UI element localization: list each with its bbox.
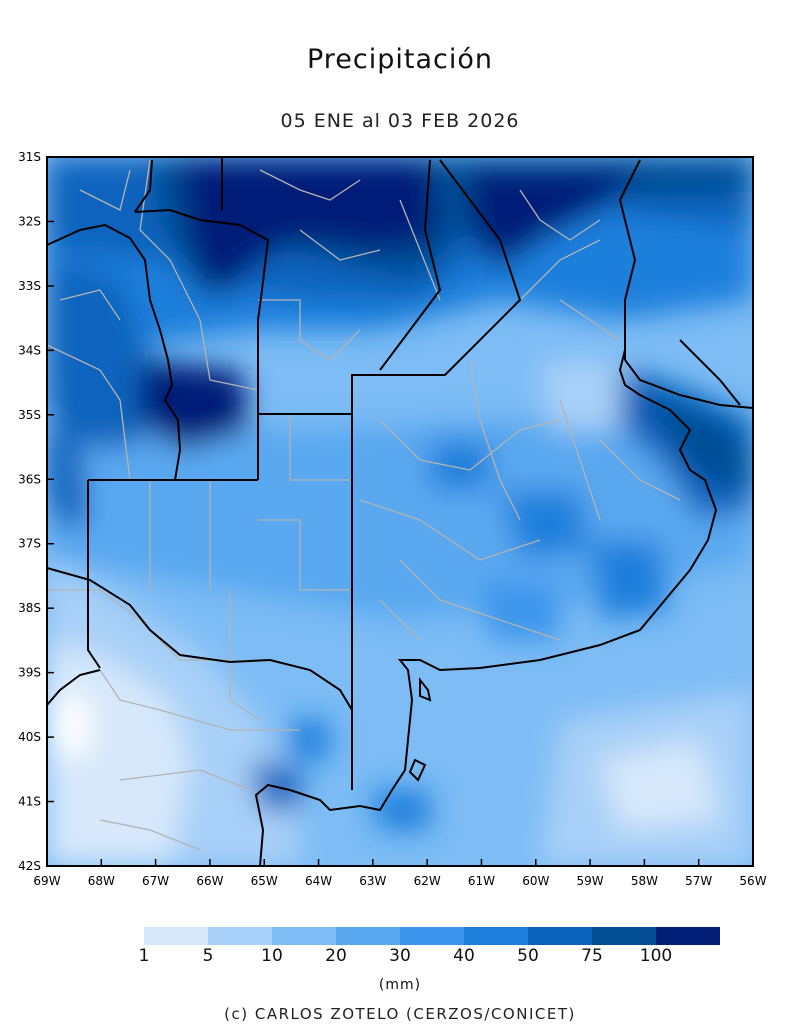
legend-label: 100: [639, 946, 673, 966]
date-range-subtitle: 05 ENE al 03 FEB 2026: [280, 110, 520, 132]
longitude-axis: 69W 68W 67W 66W 65W 64W 63W 62W 61W 60W 59W 58W 57W 5…: [33, 859, 767, 888]
legend-swatch: [528, 927, 592, 945]
legend-swatch: [272, 927, 336, 945]
y-tick-label: 35S: [18, 408, 41, 422]
legend-label: 5: [202, 946, 214, 966]
legend-swatch: [464, 927, 528, 945]
units-label: (mm): [378, 977, 422, 993]
x-tick-label: 56W: [739, 874, 766, 888]
x-tick-label: 58W: [631, 874, 658, 888]
color-scale-legend: [144, 927, 720, 945]
x-tick-label: 67W: [142, 874, 169, 888]
legend-label: 50: [517, 946, 539, 966]
map-frame: [46, 156, 754, 867]
map-title: Precipitación: [306, 44, 494, 75]
x-tick-label: 68W: [88, 874, 115, 888]
credit-text: (c) CARLOS ZOTELO (CERZOS/CONICET): [224, 1005, 576, 1023]
x-tick-label: 66W: [196, 874, 223, 888]
x-tick-label: 62W: [414, 874, 441, 888]
x-tick-label: 64W: [305, 874, 332, 888]
y-tick-label: 31S: [18, 150, 41, 164]
y-tick-label: 36S: [18, 472, 41, 486]
national-borders: [46, 157, 754, 867]
x-tick-label: 60W: [522, 874, 549, 888]
legend-swatch: [144, 927, 208, 945]
province-borders: [46, 159, 681, 851]
x-tick-label: 61W: [468, 874, 495, 888]
x-tick-label: 69W: [33, 874, 60, 888]
legend-label: 10: [261, 946, 283, 966]
x-tick-label: 59W: [577, 874, 604, 888]
latitude-axis: 31S 32S 33S 34S 35S 36S 37S 38S 39S 40S 41S 42S: [18, 150, 54, 873]
x-tick-label: 63W: [359, 874, 386, 888]
x-tick-label: 65W: [251, 874, 278, 888]
legend-swatch: [656, 927, 720, 945]
y-tick-label: 40S: [18, 730, 41, 744]
legend-label: 1: [138, 946, 150, 966]
legend-label: 30: [389, 946, 411, 966]
legend-label: 75: [581, 946, 603, 966]
legend-swatch: [400, 927, 464, 945]
y-tick-label: 38S: [18, 601, 41, 615]
legend-swatch: [208, 927, 272, 945]
y-tick-label: 37S: [18, 537, 41, 551]
y-tick-label: 39S: [18, 666, 41, 680]
legend-label: 40: [453, 946, 475, 966]
y-tick-label: 42S: [18, 859, 41, 873]
legend-swatch: [592, 927, 656, 945]
precipitation-field: [47, 157, 753, 866]
x-tick-label: 57W: [685, 874, 712, 888]
precipitation-map: 69W 68W 67W 66W 65W 64W 63W 62W 61W 60W 59W 58W 57W 5…: [18, 150, 767, 888]
y-tick-label: 34S: [18, 343, 41, 357]
y-tick-label: 41S: [18, 795, 41, 809]
legend-swatch: [336, 927, 400, 945]
y-tick-label: 32S: [18, 214, 41, 228]
legend-label: 20: [325, 946, 347, 966]
y-tick-label: 33S: [18, 279, 41, 293]
